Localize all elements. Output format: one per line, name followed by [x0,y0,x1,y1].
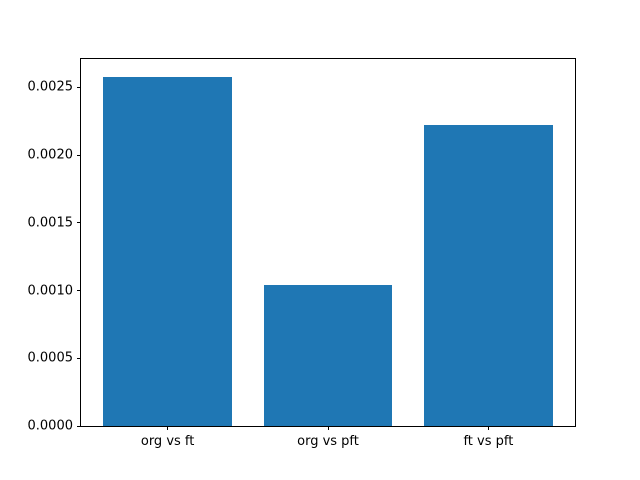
y-tick-label: 0.0005 [27,350,74,366]
bar-ft-vs-pft [424,125,553,426]
bar-org-vs-ft [103,76,232,426]
x-tick-mark [327,426,329,430]
y-tick-label: 0.0020 [27,147,74,163]
y-tick-mark [77,425,81,427]
x-tick-mark [167,426,169,430]
y-tick-mark [77,86,81,88]
plot-area: 0.0000 0.0005 0.0010 0.0015 0.0020 0.0025 org … [28,58,576,448]
y-tick-mark [77,290,81,292]
y-tick-mark [77,222,81,224]
x-tick-mark [487,426,489,430]
x-tick-label: org vs pft [297,434,359,449]
x-tick-label: org vs ft [140,434,195,449]
x-tick-label: ft vs pft [463,434,514,449]
y-tick-label: 0.0000 [27,418,74,434]
y-tick-label: 0.0010 [27,283,74,299]
y-tick-label: 0.0025 [27,79,74,95]
y-tick-mark [77,357,81,359]
bar-org-vs-pft [263,285,393,426]
y-tick-label: 0.0015 [27,215,74,231]
y-tick-mark [77,154,81,156]
